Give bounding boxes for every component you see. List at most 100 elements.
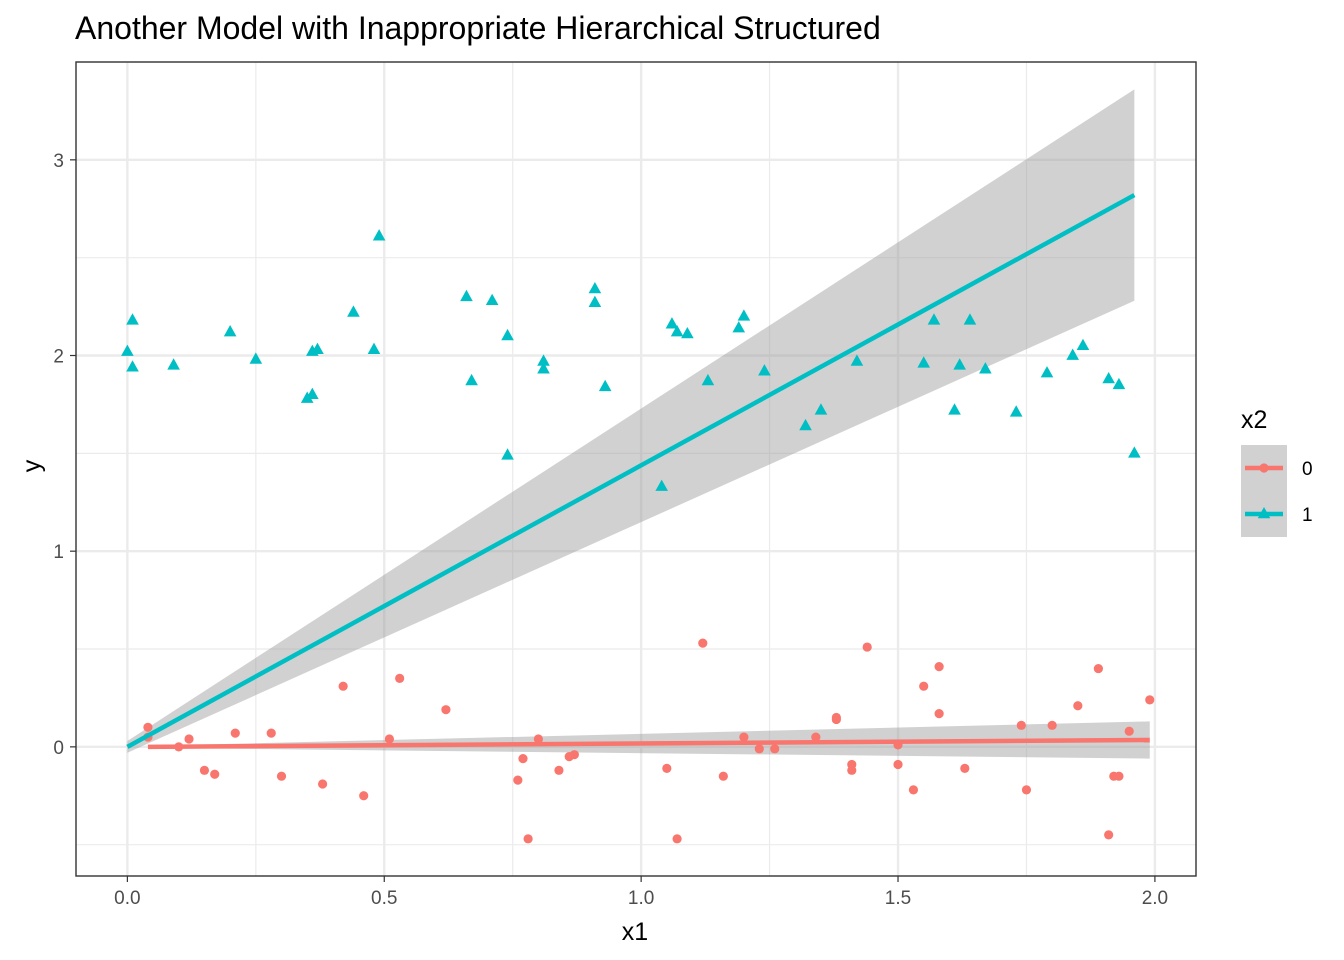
data-point: [143, 722, 153, 732]
data-point: [919, 681, 929, 691]
data-point: [953, 358, 966, 370]
data-point: [672, 834, 682, 844]
data-point: [588, 281, 602, 294]
data-point: [934, 662, 944, 672]
data-point: [963, 313, 977, 325]
data-point: [199, 765, 210, 775]
data-point: [1047, 720, 1057, 730]
data-point: [306, 387, 319, 399]
legend-key-symbol: [1257, 506, 1271, 519]
data-point: [850, 354, 864, 366]
data-point: [665, 317, 679, 329]
x-tick-label: 0.0: [114, 888, 140, 909]
data-point: [814, 403, 828, 415]
x-tick-label: 2.0: [1142, 888, 1168, 909]
data-point: [754, 744, 764, 754]
chart-title: Another Model with Inappropriate Hierarc…: [75, 10, 881, 46]
data-point: [372, 229, 386, 241]
data-point: [537, 362, 550, 374]
x-tick-label: 0.5: [371, 888, 397, 909]
data-point: [167, 358, 180, 370]
data-point: [908, 785, 919, 795]
data-point: [1040, 366, 1054, 378]
data-point: [359, 791, 369, 801]
data-point: [1073, 701, 1083, 711]
data-points: [121, 229, 1155, 844]
fit-lines: [126, 193, 1150, 750]
data-point: [701, 373, 715, 386]
legend-keys: 01: [1241, 445, 1313, 537]
data-point: [1021, 785, 1032, 795]
data-point: [1076, 338, 1090, 351]
data-point: [1009, 405, 1023, 417]
data-point: [523, 834, 533, 844]
data-point: [979, 362, 992, 374]
data-point: [758, 364, 771, 376]
y-axis: 0 1 2 3: [53, 151, 76, 759]
legend-key-symbol: [1259, 463, 1269, 473]
y-tick-label: 3: [53, 151, 64, 172]
x-axis: 0.0 0.5 1.0 1.5 2.0: [114, 876, 1168, 909]
data-point: [384, 734, 394, 744]
data-point: [732, 321, 746, 333]
data-point: [1124, 726, 1134, 736]
data-point: [681, 326, 694, 339]
data-point: [465, 373, 478, 386]
x-tick-label: 1.5: [885, 888, 911, 909]
data-point: [588, 295, 602, 307]
data-point: [948, 403, 961, 415]
data-point: [395, 673, 405, 683]
data-point: [1114, 771, 1124, 781]
data-point: [121, 344, 134, 356]
data-point: [1145, 695, 1155, 705]
data-point: [311, 342, 324, 354]
data-point: [126, 360, 139, 372]
data-point: [1016, 720, 1026, 730]
data-point: [513, 775, 523, 785]
data-point: [927, 313, 941, 325]
y-tick-label: 2: [53, 347, 64, 368]
data-point: [537, 354, 550, 366]
data-point: [126, 313, 139, 325]
data-point: [893, 759, 903, 770]
data-point: [230, 728, 240, 738]
data-point: [811, 732, 821, 742]
data-point: [441, 705, 451, 715]
data-point: [460, 289, 473, 302]
y-tick-label: 0: [53, 738, 64, 759]
data-point: [799, 418, 812, 431]
data-point: [554, 765, 564, 775]
x-axis-title: x1: [622, 918, 648, 946]
confidence-band-1: [127, 89, 1135, 753]
data-point: [367, 342, 381, 354]
x-tick-label: 1.0: [628, 888, 654, 909]
data-point: [518, 753, 528, 764]
legend-title: x2: [1241, 406, 1267, 434]
data-point: [770, 744, 780, 754]
data-point: [862, 642, 872, 652]
legend-label: 0: [1302, 459, 1313, 480]
data-point: [347, 305, 360, 317]
data-point: [737, 309, 751, 321]
fit-line-0: [147, 737, 1150, 750]
data-point: [1093, 663, 1103, 674]
fit-line-1: [126, 193, 1136, 749]
data-point: [569, 750, 579, 760]
y-tick-label: 1: [53, 542, 64, 563]
data-point: [501, 328, 514, 341]
data-point: [533, 734, 543, 744]
data-point: [662, 763, 672, 773]
legend: x2 01: [1241, 406, 1313, 537]
data-point: [934, 708, 944, 719]
data-point: [276, 771, 287, 781]
panel-border: [75, 61, 1197, 877]
data-point: [210, 769, 220, 779]
data-point: [598, 379, 612, 392]
data-point: [501, 448, 514, 460]
legend-label: 1: [1302, 505, 1313, 526]
data-point: [1112, 377, 1126, 390]
data-point: [1128, 446, 1141, 458]
data-point: [698, 638, 708, 648]
data-point: [847, 765, 857, 775]
